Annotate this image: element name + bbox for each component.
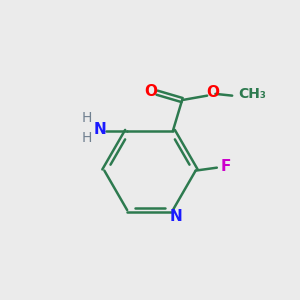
Text: H: H [82,131,92,146]
Text: CH₃: CH₃ [239,87,266,101]
Text: N: N [169,209,182,224]
Text: F: F [220,159,231,174]
Text: N: N [93,122,106,137]
Text: O: O [144,84,157,99]
Text: O: O [206,85,220,100]
Text: H: H [82,111,92,125]
